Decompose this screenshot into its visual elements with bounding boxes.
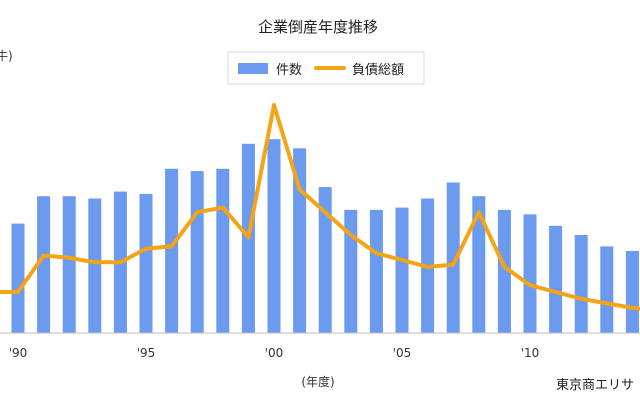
bar bbox=[395, 207, 409, 333]
bar bbox=[267, 139, 281, 333]
bar bbox=[625, 250, 639, 333]
line-path bbox=[0, 103, 640, 311]
bar bbox=[11, 223, 25, 333]
source-label: 東京商エリサ bbox=[556, 377, 634, 393]
bar bbox=[139, 193, 153, 333]
legend-label-line: 負債総額 bbox=[352, 63, 404, 78]
bar bbox=[216, 168, 230, 333]
y-axis-label-fragment: 牛) bbox=[0, 48, 13, 63]
bar bbox=[600, 246, 614, 333]
bar bbox=[62, 196, 76, 333]
bar bbox=[446, 182, 460, 333]
bar bbox=[574, 235, 588, 333]
x-tick-label: '10 bbox=[521, 346, 540, 360]
bar bbox=[88, 198, 102, 333]
legend-swatch-bar bbox=[238, 63, 268, 74]
x-axis-label: (年度) bbox=[301, 374, 334, 389]
bar bbox=[37, 196, 51, 333]
x-tick-label: '95 bbox=[137, 346, 156, 360]
bar bbox=[549, 225, 563, 333]
bar bbox=[472, 196, 486, 333]
bar-series bbox=[11, 139, 639, 333]
bar bbox=[344, 209, 358, 333]
bar bbox=[497, 209, 511, 333]
x-tick-label: '90 bbox=[9, 346, 28, 360]
x-tick-label: '00 bbox=[265, 346, 284, 360]
bar bbox=[318, 187, 332, 333]
legend-label-bar: 件数 bbox=[276, 63, 302, 78]
bar bbox=[165, 168, 179, 333]
bar bbox=[369, 209, 383, 333]
legend: 件数 負債総額 bbox=[227, 51, 425, 85]
bar bbox=[523, 214, 537, 333]
x-tick-label: '05 bbox=[393, 346, 412, 360]
x-tick-labels: '90'95'00'05'10'15 bbox=[9, 346, 540, 360]
bar bbox=[190, 171, 204, 333]
line-series bbox=[0, 103, 640, 311]
chart-title: 企業倒産年度推移 bbox=[258, 18, 378, 36]
